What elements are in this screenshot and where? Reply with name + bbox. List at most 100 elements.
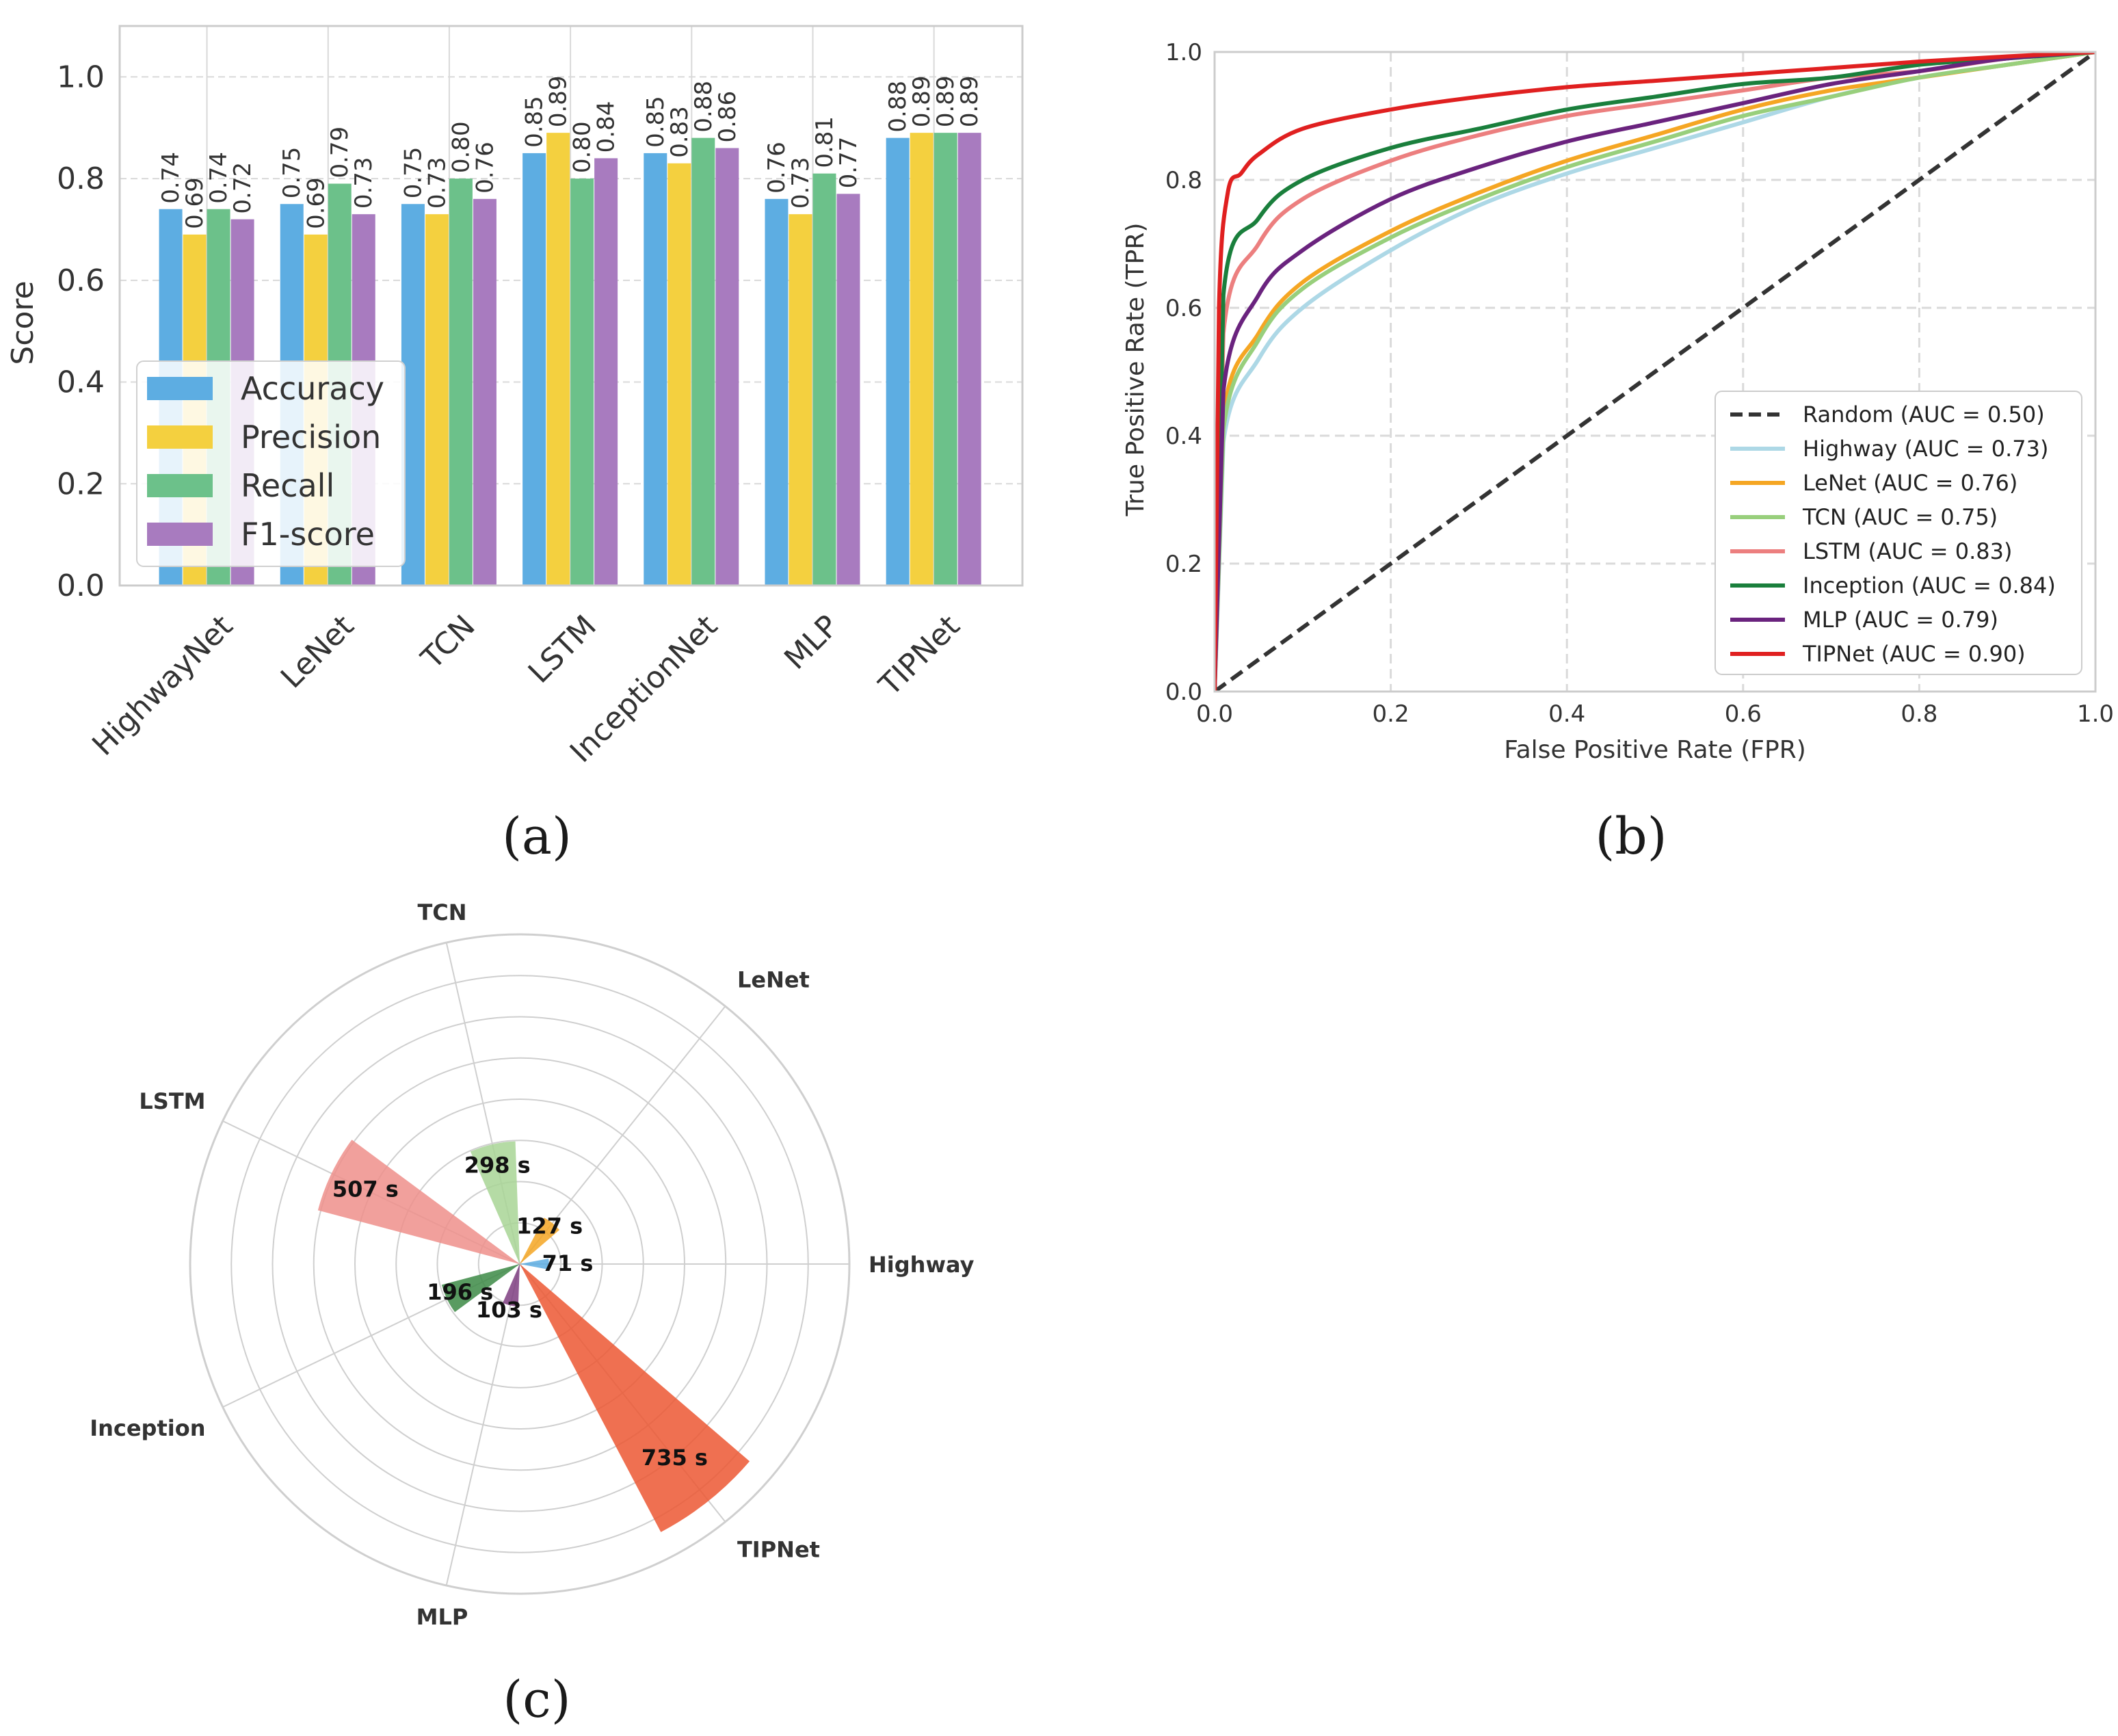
a-bar-f1-score xyxy=(594,158,618,586)
a-plot-frame xyxy=(118,25,1024,587)
c-category-label: Inception xyxy=(90,1415,205,1441)
b-y-tick: 0.2 xyxy=(1165,551,1202,578)
b-y-tick: 0.0 xyxy=(1165,679,1202,706)
a-legend-swatch xyxy=(147,523,213,546)
c-category-label: TCN xyxy=(417,899,466,925)
b-legend-label: Highway (AUC = 0.73) xyxy=(1803,436,2048,462)
b-plot-frame xyxy=(1213,51,2097,693)
c-value-label: 71 s xyxy=(542,1250,594,1276)
a-bar-value-label: 0.69 xyxy=(302,177,330,229)
b-legend: Random (AUC = 0.50) Highway (AUC = 0.73) L… xyxy=(1715,391,2082,675)
b-x-tick: 0.6 xyxy=(1725,700,1762,728)
a-bar-value-label: 0.89 xyxy=(956,75,983,127)
c-value-label: 196 s xyxy=(427,1279,493,1305)
b-x-tick: 0.4 xyxy=(1548,700,1585,728)
caption-c: (c) xyxy=(503,1670,570,1729)
a-bar-recall xyxy=(691,137,715,586)
a-x-tick: TCN xyxy=(414,609,482,676)
a-y-tick: 0.4 xyxy=(57,365,105,400)
a-bar-accuracy xyxy=(522,153,546,586)
c-wedge-tcn xyxy=(470,1141,520,1264)
c-category-label: LeNet xyxy=(737,966,810,992)
b-curve-mlp xyxy=(1215,52,2095,692)
a-legend-box xyxy=(136,360,406,567)
a-bar-value-label: 0.73 xyxy=(423,157,451,209)
c-spoke xyxy=(445,1263,520,1586)
a-legend-label: F1-score xyxy=(241,516,375,553)
b-curve-inception xyxy=(1215,52,2095,692)
a-legend-label: Recall xyxy=(241,467,334,504)
a-bar-value-label: 0.76 xyxy=(471,142,499,194)
b-curve-random xyxy=(1215,52,2095,692)
b-y-tick-labels: 0.0 0.2 0.4 0.6 0.8 1.0 xyxy=(1165,39,1202,706)
c-wedges xyxy=(317,1140,750,1532)
b-y-axis-label: True Positive Rate (TPR) xyxy=(1122,223,1150,517)
a-bar-f1-score xyxy=(473,198,497,586)
c-wedge-highway xyxy=(520,1258,549,1270)
c-value-label: 298 s xyxy=(464,1152,531,1178)
b-y-tick: 0.6 xyxy=(1165,295,1202,322)
a-bar-precision xyxy=(910,133,934,586)
b-legend-label: MLP (AUC = 0.79) xyxy=(1803,607,1998,633)
a-y-tick: 0.6 xyxy=(57,263,105,298)
c-value-label: 735 s xyxy=(641,1445,708,1471)
a-bar-value-label: 0.83 xyxy=(666,106,693,158)
a-bar-recall xyxy=(934,133,957,586)
a-bar-value-label: 0.74 xyxy=(205,152,233,204)
a-bar-value-label: 0.74 xyxy=(157,152,185,204)
a-bar-value-label: 0.79 xyxy=(326,127,354,179)
a-y-tick: 1.0 xyxy=(57,60,105,94)
a-y-tick: 0.8 xyxy=(57,161,105,196)
c-category-label: MLP xyxy=(416,1604,468,1630)
b-legend-label: Inception (AUC = 0.84) xyxy=(1803,573,2056,599)
a-legend-label: Precision xyxy=(241,419,381,456)
a-y-axis-label: Score xyxy=(5,280,40,365)
c-wedge-lenet xyxy=(520,1218,560,1264)
a-x-tick: LeNet xyxy=(274,609,361,696)
b-x-tick: 0.0 xyxy=(1196,700,1233,728)
b-y-tick: 1.0 xyxy=(1165,39,1202,66)
a-bar-value-label: 0.84 xyxy=(593,101,620,153)
a-bar-value-label: 0.89 xyxy=(908,75,936,127)
b-curve-tcn xyxy=(1215,52,2095,692)
a-bar-precision xyxy=(546,133,570,586)
a-bar-accuracy xyxy=(644,153,667,586)
a-bar-f1-score xyxy=(957,133,981,586)
a-bar-value-label: 0.88 xyxy=(690,81,717,133)
a-bar-value-label: 0.69 xyxy=(181,177,209,229)
b-legend-label: LeNet (AUC = 0.76) xyxy=(1803,470,2017,496)
a-bar-value-label: 0.88 xyxy=(884,81,912,133)
b-x-tick: 0.2 xyxy=(1373,700,1409,728)
a-x-tick: HighwayNet xyxy=(85,609,239,763)
bar-chart-a: 0.740.690.740.72 0.750.690.790.73 0.750.73… xyxy=(5,25,1024,866)
c-wedge-lstm xyxy=(317,1140,520,1264)
b-x-tick: 0.8 xyxy=(1901,700,1937,728)
b-curves xyxy=(1215,52,2095,692)
roc-chart-b: 0.0 0.2 0.4 0.6 0.8 1.0 0.0 0.2 0.4 0.6 0.8 1.0 Fa… xyxy=(1122,39,2114,866)
a-bar-f1-score xyxy=(836,194,860,586)
a-legend-label: Accuracy xyxy=(241,370,384,407)
a-y-tick: 0.2 xyxy=(57,466,105,501)
a-x-tick: TIPNet xyxy=(872,609,966,703)
a-bar-value-label: 0.73 xyxy=(787,157,815,209)
caption-a: (a) xyxy=(502,807,572,866)
a-bar-accuracy xyxy=(886,137,910,586)
a-x-tick: MLP xyxy=(778,609,845,676)
polar-chart-c: Highway LeNet TCN LSTM Inception MLP TIPNet 71… xyxy=(90,899,974,1729)
a-x-tick: LSTM xyxy=(522,609,603,690)
a-bar-value-label: 0.75 xyxy=(278,147,306,199)
b-x-tick-labels: 0.0 0.2 0.4 0.6 0.8 1.0 xyxy=(1196,700,2114,728)
a-bar-precision xyxy=(425,214,449,586)
a-bar-recall xyxy=(449,179,473,586)
c-category-label: Highway xyxy=(869,1252,975,1278)
a-bar-recall xyxy=(812,173,836,586)
b-legend-label: TCN (AUC = 0.75) xyxy=(1802,504,1998,530)
a-bar-value-label: 0.80 xyxy=(569,121,596,173)
a-legend-swatch xyxy=(147,377,213,400)
a-legend-swatch xyxy=(147,474,213,497)
c-value-label: 127 s xyxy=(516,1213,583,1239)
a-bar-value-label: 0.81 xyxy=(811,116,838,168)
a-bar-accuracy xyxy=(765,198,789,586)
b-legend-box xyxy=(1715,391,2082,675)
